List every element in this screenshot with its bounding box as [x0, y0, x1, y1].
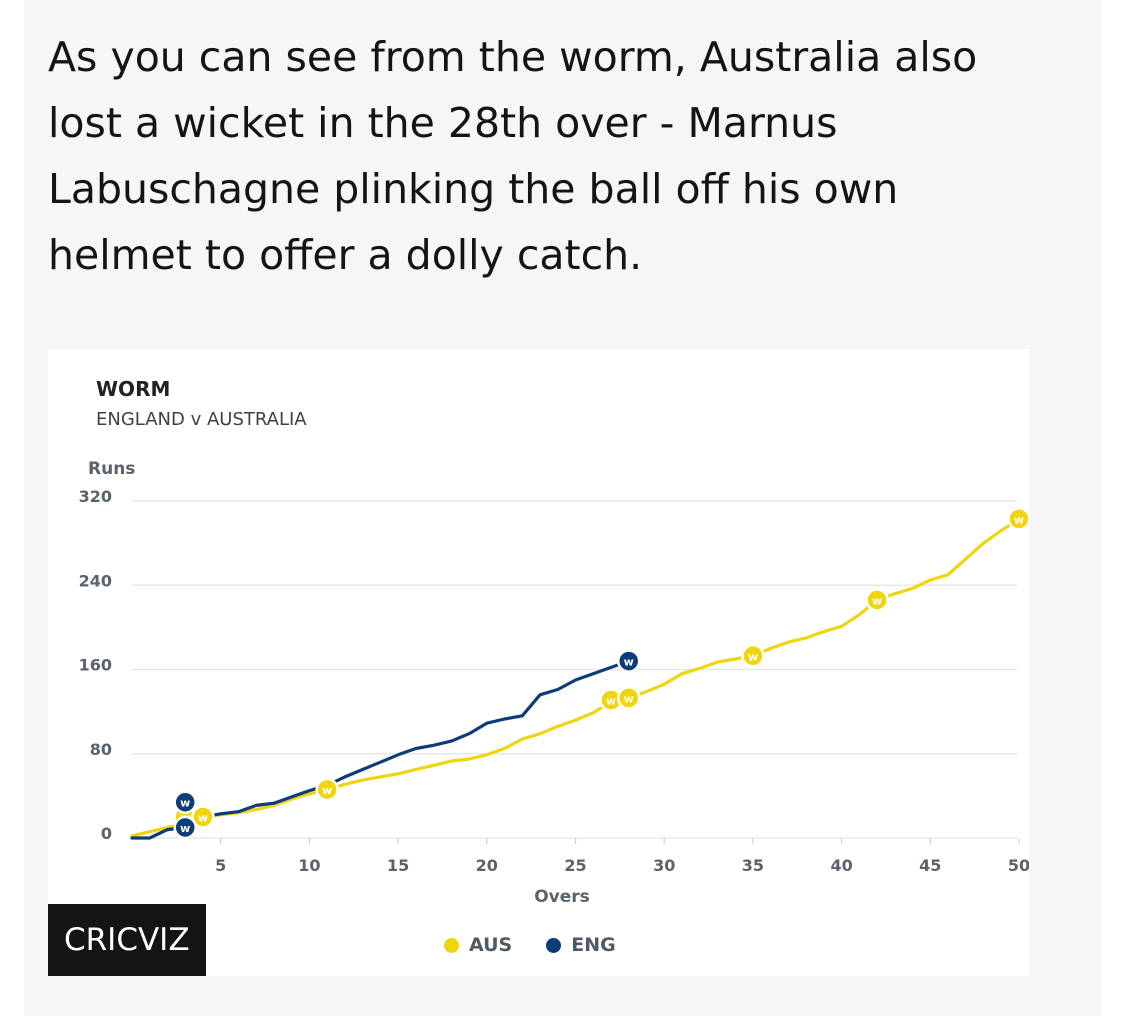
x-axis-label: Overs — [534, 887, 590, 907]
wicket-marker-aus-6: w — [741, 644, 765, 668]
x-tick-50: 50 — [1008, 856, 1029, 875]
cricviz-badge: CRICVIZ — [48, 904, 206, 976]
svg-text:w: w — [606, 695, 616, 708]
svg-text:w: w — [180, 822, 190, 835]
chart-legend: AUS ENG — [444, 934, 650, 956]
x-tick-15: 15 — [387, 856, 409, 875]
wicket-marker-eng-3: w — [616, 649, 641, 673]
article-text: As you can see from the worm, Australia … — [48, 33, 978, 279]
gridlines — [132, 500, 1020, 844]
svg-text:w: w — [624, 692, 634, 705]
x-tick-10: 10 — [298, 856, 320, 875]
y-tick-80: 80 — [90, 740, 112, 759]
tick-labels: 0 80 160 240 320 5 10 15 20 25 30 35 40 45 50 — [79, 487, 1029, 875]
wicket-marker-aus-3: w — [315, 777, 339, 802]
series-line-eng — [130, 659, 631, 840]
x-tick-25: 25 — [564, 856, 586, 875]
series-line-aus — [130, 517, 1021, 838]
chart-title: WORM — [96, 377, 170, 401]
x-tick-45: 45 — [919, 856, 941, 875]
series-lines — [130, 517, 1021, 840]
svg-text:w: w — [748, 650, 758, 663]
chart-subtitle: ENGLAND v AUSTRALIA — [96, 409, 307, 430]
y-tick-320: 320 — [79, 487, 112, 506]
legend-item-aus: AUS — [444, 934, 512, 956]
legend-dot-eng — [546, 937, 562, 953]
svg-text:w: w — [1014, 513, 1024, 526]
y-tick-160: 160 — [79, 656, 112, 675]
wicket-markers: wwwwwwwwwww — [173, 507, 1029, 840]
svg-text:w: w — [180, 797, 190, 810]
legend-label-eng: ENG — [571, 934, 616, 956]
wicket-marker-aus-5: w — [616, 686, 641, 710]
x-tick-30: 30 — [653, 856, 675, 875]
x-tick-5: 5 — [215, 856, 226, 875]
svg-text:w: w — [322, 784, 332, 797]
worm-chart: WORM ENGLAND v AUSTRALIA Runs Overs 0 80 1… — [79, 377, 1029, 907]
svg-text:w: w — [624, 656, 634, 669]
y-tick-0: 0 — [101, 824, 112, 843]
wicket-marker-aus-2: w — [191, 805, 215, 829]
wicket-marker-eng-1: w — [173, 815, 197, 840]
y-tick-240: 240 — [79, 571, 112, 590]
wicket-marker-aus-7: w — [865, 588, 889, 612]
legend-dot-aus — [444, 937, 459, 953]
x-tick-40: 40 — [830, 856, 852, 875]
wicket-marker-aus-8: w — [1007, 507, 1029, 531]
svg-text:w: w — [872, 594, 882, 607]
legend-label-aus: AUS — [469, 934, 513, 956]
wicket-marker-eng-2: w — [173, 790, 197, 814]
legend-item-eng: ENG — [546, 934, 616, 956]
y-axis-label: Runs — [88, 459, 135, 479]
worm-chart-card: WORM ENGLAND v AUSTRALIA Runs Overs 0 80 1… — [48, 349, 1029, 976]
svg-text:w: w — [198, 811, 208, 824]
x-tick-35: 35 — [742, 856, 764, 875]
x-tick-20: 20 — [476, 856, 498, 875]
